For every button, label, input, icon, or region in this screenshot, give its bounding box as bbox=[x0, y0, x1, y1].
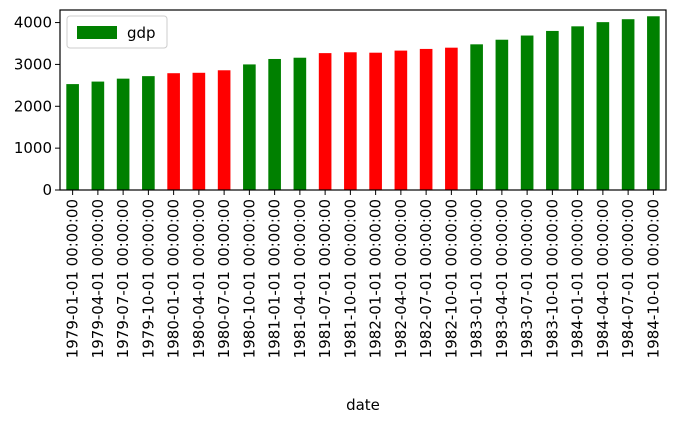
bar bbox=[596, 22, 610, 191]
x-tick-label: 1983-07-01 00:00:00 bbox=[518, 199, 536, 358]
bar bbox=[546, 30, 559, 190]
x-tick-label: 1979-10-01 00:00:00 bbox=[139, 199, 157, 358]
x-tick-label: 1981-01-01 00:00:00 bbox=[266, 199, 284, 358]
x-tick-label: 1983-01-01 00:00:00 bbox=[468, 199, 486, 358]
bar bbox=[66, 84, 79, 190]
x-tick-label: 1979-04-01 00:00:00 bbox=[89, 199, 107, 358]
x-tick-label: 1983-10-01 00:00:00 bbox=[543, 199, 561, 358]
y-tick-label: 3000 bbox=[14, 55, 52, 73]
y-tick-label: 2000 bbox=[14, 97, 52, 115]
bar bbox=[116, 78, 130, 190]
bar bbox=[495, 39, 509, 190]
x-tick-label: 1979-01-01 00:00:00 bbox=[64, 199, 82, 358]
bar bbox=[369, 52, 382, 190]
x-tick-label: 1982-04-01 00:00:00 bbox=[392, 199, 410, 358]
x-axis-ticks: 1979-01-01 00:00:00 1979-04-01 00:00:00 19… bbox=[64, 190, 662, 358]
y-tick-label: 1000 bbox=[14, 139, 52, 157]
bar bbox=[520, 35, 534, 191]
y-axis-ticks: 0 1000 2000 3000 4000 bbox=[14, 14, 60, 199]
bar bbox=[470, 44, 483, 191]
bar bbox=[445, 47, 458, 190]
plot-frame bbox=[59, 9, 667, 191]
bar bbox=[293, 57, 307, 190]
bar bbox=[647, 16, 660, 191]
x-tick-label: 1984-10-01 00:00:00 bbox=[644, 199, 662, 358]
legend-label-gdp: gdp bbox=[127, 24, 156, 42]
bar bbox=[142, 76, 155, 190]
x-tick-label: 1980-04-01 00:00:00 bbox=[190, 199, 208, 358]
bar bbox=[318, 53, 332, 191]
bar bbox=[571, 26, 584, 191]
x-tick-label: 1979-07-01 00:00:00 bbox=[114, 199, 132, 358]
bar bbox=[243, 64, 256, 190]
x-tick-label: 1982-01-01 00:00:00 bbox=[367, 199, 385, 358]
x-tick-label: 1982-10-01 00:00:00 bbox=[442, 199, 460, 358]
x-tick-label: 1981-04-01 00:00:00 bbox=[291, 199, 309, 358]
bar bbox=[621, 19, 635, 190]
x-tick-label: 1982-07-01 00:00:00 bbox=[417, 199, 435, 358]
x-tick-label: 1981-07-01 00:00:00 bbox=[316, 199, 334, 358]
x-tick-label: 1984-07-01 00:00:00 bbox=[619, 199, 637, 358]
bar bbox=[167, 73, 180, 190]
bar bbox=[419, 48, 433, 190]
x-tick-label: 1983-04-01 00:00:00 bbox=[493, 199, 511, 358]
bar bbox=[91, 81, 105, 190]
bar bbox=[394, 50, 408, 191]
x-tick-label: 1980-10-01 00:00:00 bbox=[240, 199, 258, 358]
legend-swatch-gdp bbox=[77, 26, 117, 39]
x-tick-label: 1980-07-01 00:00:00 bbox=[215, 199, 233, 358]
y-tick-label: 4000 bbox=[14, 14, 52, 32]
legend: gdp bbox=[66, 15, 168, 49]
x-tick-label: 1980-01-01 00:00:00 bbox=[165, 199, 183, 358]
bars-group bbox=[66, 16, 660, 191]
bar bbox=[268, 58, 281, 190]
x-tick-label: 1981-10-01 00:00:00 bbox=[341, 199, 359, 358]
x-tick-label: 1984-01-01 00:00:00 bbox=[569, 199, 587, 358]
bar bbox=[217, 70, 231, 190]
bar bbox=[344, 52, 357, 190]
bar bbox=[192, 72, 206, 190]
x-tick-label: 1984-04-01 00:00:00 bbox=[594, 199, 612, 358]
x-axis-label: date bbox=[346, 396, 380, 414]
y-tick-label: 0 bbox=[42, 181, 52, 199]
